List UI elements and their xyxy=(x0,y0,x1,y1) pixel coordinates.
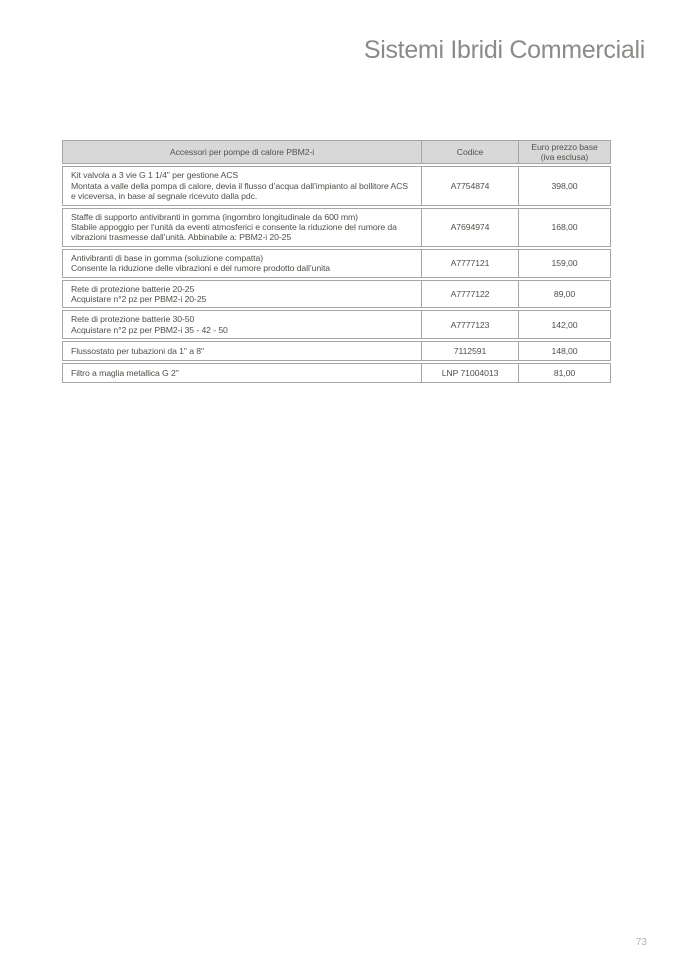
price-cell: 89,00 xyxy=(518,279,611,309)
code-cell: A7777123 xyxy=(421,310,518,340)
description-cell: Kit valvola a 3 vie G 1 1/4" per gestion… xyxy=(62,166,421,206)
price-cell: 398,00 xyxy=(518,166,611,206)
header-price: Euro prezzo base (iva esclusa) xyxy=(518,140,611,165)
table-body: Kit valvola a 3 vie G 1 1/4" per gestion… xyxy=(62,166,611,384)
description-cell: Filtro a maglia metallica G 2" xyxy=(62,363,421,384)
code-cell: 7112591 xyxy=(421,341,518,362)
table-row: Filtro a maglia metallica G 2" LNP 71004… xyxy=(62,363,611,384)
table-row: Rete di protezione batterie 20-25 Acquis… xyxy=(62,279,611,309)
page-number: 73 xyxy=(635,937,647,948)
price-cell: 168,00 xyxy=(518,207,611,247)
table-row: Flussostato per tubazioni da 1" a 8" 711… xyxy=(62,341,611,362)
table-header: Accessori per pompe di calore PBM2-i Cod… xyxy=(62,140,611,165)
table-row: Rete di protezione batterie 30-50 Acquis… xyxy=(62,310,611,340)
description-cell: Flussostato per tubazioni da 1" a 8" xyxy=(62,341,421,362)
description-cell: Antivibranti di base in gomma (soluzione… xyxy=(62,248,421,278)
code-cell: A7754874 xyxy=(421,166,518,206)
header-row: Accessori per pompe di calore PBM2-i Cod… xyxy=(62,140,611,165)
code-cell: A7694974 xyxy=(421,207,518,247)
code-cell: A7777121 xyxy=(421,248,518,278)
header-accessories: Accessori per pompe di calore PBM2-i xyxy=(62,140,421,165)
price-cell: 142,00 xyxy=(518,310,611,340)
accessories-price-table: Accessori per pompe di calore PBM2-i Cod… xyxy=(62,138,611,385)
code-cell: A7777122 xyxy=(421,279,518,309)
description-cell: Rete di protezione batterie 30-50 Acquis… xyxy=(62,310,421,340)
description-cell: Rete di protezione batterie 20-25 Acquis… xyxy=(62,279,421,309)
price-cell: 148,00 xyxy=(518,341,611,362)
price-cell: 81,00 xyxy=(518,363,611,384)
table-row: Kit valvola a 3 vie G 1 1/4" per gestion… xyxy=(62,166,611,206)
table-row: Staffe di supporto antivibranti in gomma… xyxy=(62,207,611,247)
code-cell: LNP 71004013 xyxy=(421,363,518,384)
price-cell: 159,00 xyxy=(518,248,611,278)
description-cell: Staffe di supporto antivibranti in gomma… xyxy=(62,207,421,247)
table-row: Antivibranti di base in gomma (soluzione… xyxy=(62,248,611,278)
page-title: Sistemi Ibridi Commerciali xyxy=(363,36,645,64)
header-code: Codice xyxy=(421,140,518,165)
